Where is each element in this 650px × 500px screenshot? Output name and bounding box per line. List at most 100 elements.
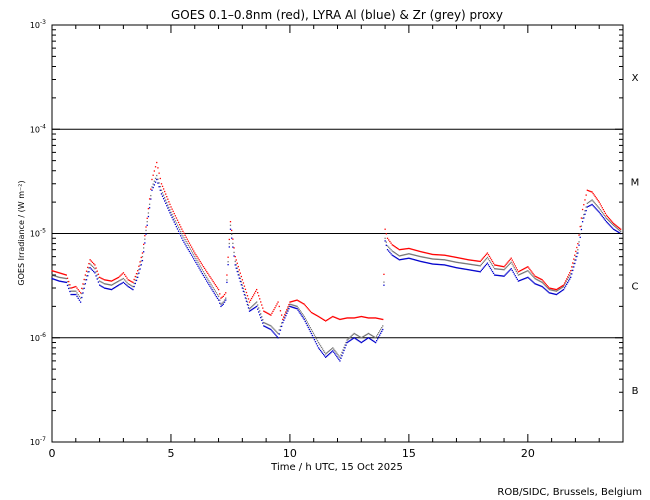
data-point	[551, 288, 554, 290]
data-point	[614, 224, 617, 226]
data-point	[335, 351, 337, 353]
data-point	[615, 225, 618, 227]
data-point	[516, 269, 518, 271]
data-point	[174, 215, 176, 217]
data-point	[166, 201, 168, 204]
data-point	[462, 262, 464, 264]
data-point	[137, 276, 139, 279]
data-point	[509, 269, 511, 271]
data-point	[258, 295, 260, 297]
data-point	[201, 272, 204, 275]
data-point	[525, 277, 527, 279]
data-point	[369, 338, 372, 340]
data-point	[301, 312, 303, 315]
data-point	[315, 343, 318, 345]
data-point	[339, 356, 341, 358]
data-point	[468, 269, 471, 271]
data-point	[347, 317, 349, 319]
data-point	[511, 259, 513, 261]
data-point	[53, 275, 55, 277]
data-point	[153, 170, 156, 172]
data-point	[439, 263, 441, 266]
data-point	[503, 266, 505, 268]
data-point	[239, 277, 241, 280]
data-point	[334, 349, 336, 352]
data-point	[162, 197, 165, 200]
data-point	[611, 221, 614, 223]
data-point	[140, 256, 142, 259]
data-point	[352, 317, 354, 319]
data-point	[142, 243, 145, 246]
data-point	[346, 317, 348, 319]
data-point	[158, 172, 160, 174]
data-point	[410, 258, 412, 260]
data-point	[388, 239, 390, 241]
data-point	[478, 270, 480, 273]
data-point	[537, 277, 539, 279]
data-point	[108, 280, 111, 282]
data-point	[177, 221, 180, 224]
data-point	[204, 274, 207, 277]
data-point	[104, 283, 107, 285]
data-point	[242, 290, 245, 293]
data-point	[258, 311, 260, 313]
data-point	[142, 247, 145, 249]
data-point	[219, 302, 221, 304]
data-point	[398, 259, 401, 261]
data-point	[187, 240, 189, 242]
data-point	[467, 259, 470, 261]
data-point	[127, 283, 129, 285]
data-point	[580, 228, 583, 231]
data-point	[354, 337, 356, 340]
data-point	[69, 287, 71, 289]
data-point	[291, 304, 293, 306]
data-point	[277, 337, 279, 339]
data-point	[110, 280, 113, 282]
data-point	[500, 268, 502, 271]
data-point	[303, 303, 305, 305]
data-point	[150, 188, 152, 190]
data-point	[147, 212, 150, 214]
data-point	[200, 271, 202, 273]
data-point	[112, 279, 115, 281]
data-point	[231, 237, 233, 239]
data-point	[430, 253, 433, 255]
data-point	[428, 257, 431, 260]
data-point	[459, 257, 461, 259]
data-point	[367, 332, 370, 335]
data-point	[285, 312, 287, 314]
data-point	[82, 283, 84, 285]
data-point	[405, 248, 407, 250]
data-point	[133, 282, 135, 285]
data-point	[368, 317, 371, 319]
data-point	[365, 316, 368, 319]
data-point	[225, 292, 227, 294]
data-point	[596, 198, 598, 200]
data-point	[482, 257, 485, 259]
data-point	[517, 274, 520, 276]
data-point	[608, 220, 611, 222]
data-point	[68, 287, 70, 290]
data-point	[78, 299, 81, 301]
data-point	[424, 256, 426, 259]
data-point	[120, 279, 122, 281]
data-point	[303, 318, 305, 321]
data-point	[198, 263, 200, 265]
data-point	[399, 258, 402, 261]
data-point	[63, 277, 65, 279]
data-point	[357, 335, 359, 337]
data-point	[59, 280, 61, 282]
data-point	[180, 226, 182, 228]
data-point	[134, 275, 136, 278]
data-point	[189, 244, 192, 246]
data-point	[256, 288, 258, 291]
data-point	[111, 279, 114, 282]
data-point	[243, 291, 246, 293]
data-point	[360, 315, 362, 318]
data-point	[135, 276, 138, 278]
data-point	[182, 239, 184, 242]
data-point	[587, 205, 590, 207]
data-point	[409, 257, 411, 260]
data-point	[293, 300, 295, 302]
